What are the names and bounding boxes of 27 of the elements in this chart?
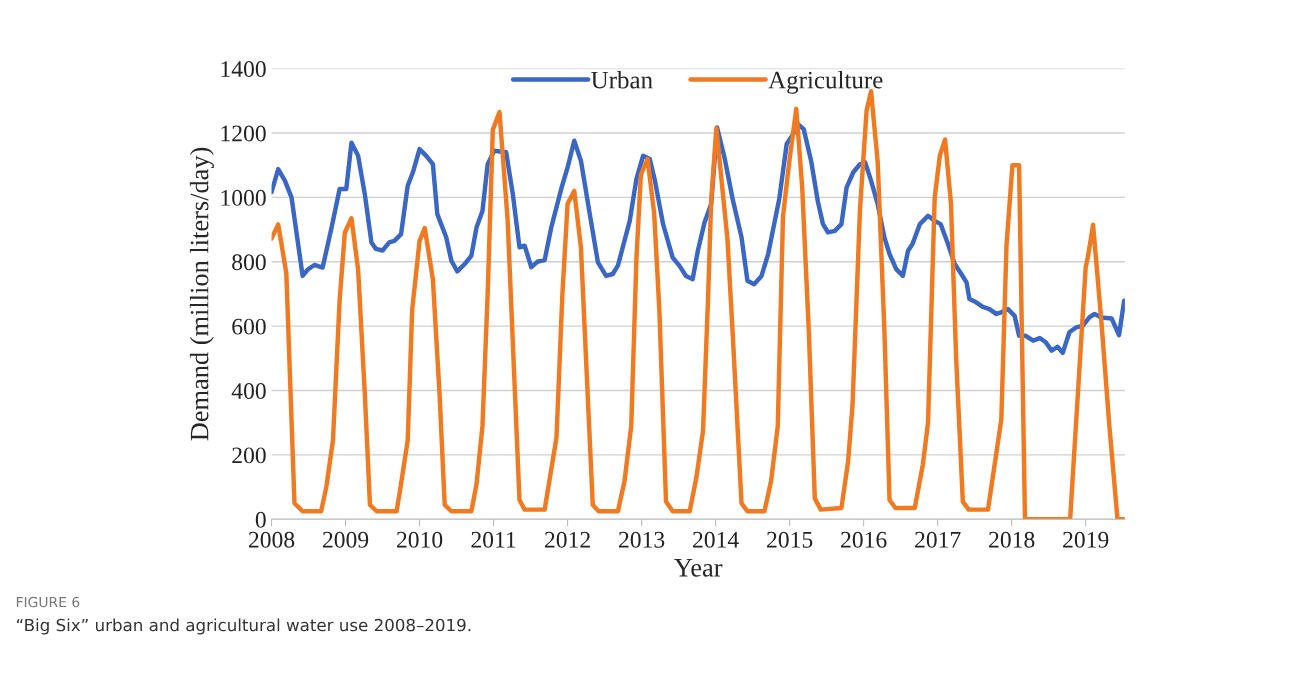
y-tick-label: 1200: [221, 125, 266, 142]
x-tick-label: 2012: [545, 531, 590, 548]
y-tick-label: 0: [255, 511, 266, 528]
y-tick-label: 600: [232, 318, 266, 335]
y-tick-label: 1400: [221, 61, 266, 78]
legend-label: Urban: [591, 70, 653, 89]
x-tick-label: 2009: [322, 531, 369, 548]
x-tick-label: 2015: [767, 531, 813, 548]
y-tick-label: 400: [231, 383, 266, 399]
y-tick-label: 200: [232, 447, 266, 464]
y-tick-label: 800: [232, 254, 266, 271]
text: “Big Six” urban and agricultural water use 2008–2019.: [16, 618, 471, 635]
x-axis-title: Year: [674, 559, 723, 577]
y-tick-label: 1000: [221, 189, 266, 206]
x-tick-label: 2008: [248, 531, 295, 548]
line-series: [271, 121, 1125, 356]
x-tick-label: 2016: [841, 531, 887, 548]
legend-label: Agriculture: [768, 70, 883, 94]
x-tick-label: 2018: [989, 531, 1035, 548]
x-tick-label: 2019: [1063, 531, 1109, 548]
x-tick-label: 2017: [915, 531, 961, 548]
x-tick-label: 2011: [471, 531, 516, 548]
y-axis-title: Demand (million liters/day): [189, 147, 214, 441]
caption: FIGURE 6: [16, 596, 80, 608]
x-tick-label: 2014: [693, 531, 739, 548]
x-tick-label: 2010: [396, 531, 443, 548]
x-tick-label: 2013: [619, 531, 665, 548]
